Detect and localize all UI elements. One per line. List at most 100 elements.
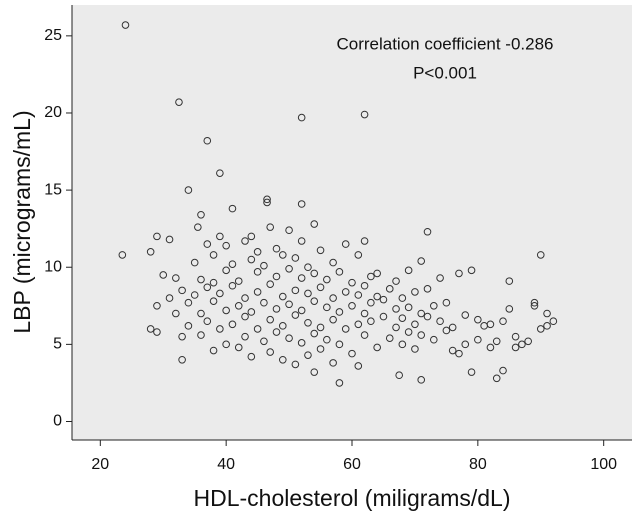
point	[543, 322, 551, 330]
point	[354, 320, 363, 329]
point	[253, 325, 262, 333]
point	[354, 362, 363, 370]
point	[474, 315, 482, 324]
point	[203, 317, 212, 326]
point	[241, 312, 249, 321]
point	[329, 294, 337, 302]
point	[455, 269, 463, 278]
y-tick-label: 25	[44, 27, 62, 44]
y-axis-label: LBP (micrograms/mL)	[9, 110, 35, 333]
point	[172, 274, 180, 282]
point	[175, 98, 183, 106]
point	[253, 268, 262, 276]
point	[272, 272, 281, 281]
point	[278, 251, 287, 259]
point	[411, 320, 419, 329]
point	[285, 226, 293, 235]
point	[297, 306, 306, 315]
point	[203, 240, 212, 248]
point	[461, 311, 470, 319]
point	[228, 320, 237, 329]
y-tick-label: 10	[44, 258, 62, 275]
point	[467, 266, 476, 275]
point	[411, 288, 419, 296]
point	[395, 371, 403, 380]
point	[234, 301, 243, 310]
point	[297, 237, 306, 245]
point	[323, 275, 331, 284]
point	[304, 289, 312, 298]
point	[423, 227, 432, 236]
point	[291, 311, 300, 319]
point	[118, 251, 127, 259]
point	[184, 322, 193, 330]
point	[197, 210, 205, 219]
point	[216, 289, 224, 298]
point	[178, 332, 186, 341]
point	[423, 312, 432, 321]
annotation: Correlation coefficient -0.286	[336, 34, 553, 53]
point	[172, 309, 180, 318]
point	[266, 223, 275, 231]
annotation: P<0.001	[413, 63, 477, 82]
point	[178, 355, 186, 364]
point	[178, 286, 186, 295]
point	[228, 260, 237, 268]
point	[499, 366, 507, 375]
point	[524, 337, 532, 346]
point	[216, 232, 224, 241]
point	[234, 277, 243, 285]
point	[354, 251, 363, 259]
point	[511, 332, 520, 341]
point	[530, 298, 539, 307]
point	[209, 297, 218, 305]
plot-area	[72, 5, 632, 440]
point	[247, 352, 256, 361]
point	[417, 376, 426, 384]
point	[329, 359, 337, 367]
point	[304, 318, 312, 327]
x-tick-label: 100	[590, 456, 617, 473]
point	[285, 264, 293, 273]
point	[417, 309, 426, 318]
point	[297, 339, 306, 347]
point	[297, 200, 306, 208]
point	[367, 298, 375, 307]
point	[197, 275, 205, 284]
point	[404, 303, 413, 312]
point	[367, 317, 375, 326]
point	[530, 301, 539, 310]
x-axis-label: HDL-cholesterol (miligrams/dL)	[194, 485, 511, 511]
point	[404, 328, 413, 336]
y-tick-label: 0	[53, 413, 62, 430]
point	[165, 235, 174, 244]
point	[304, 351, 312, 359]
point	[379, 295, 388, 304]
point	[536, 325, 545, 333]
point	[486, 320, 495, 329]
point	[329, 315, 337, 324]
point	[310, 297, 319, 305]
point	[398, 294, 407, 302]
point	[203, 283, 212, 292]
point	[316, 283, 325, 292]
point	[360, 237, 369, 245]
point	[316, 323, 325, 332]
point	[323, 335, 331, 344]
point	[360, 110, 369, 119]
point	[404, 266, 413, 275]
point	[190, 258, 199, 267]
point	[266, 315, 275, 324]
point	[272, 328, 281, 336]
point	[297, 113, 306, 122]
point	[278, 292, 287, 301]
point	[543, 309, 551, 318]
point	[247, 255, 256, 264]
point	[234, 343, 243, 352]
point	[222, 340, 230, 349]
point	[146, 325, 155, 333]
point	[209, 278, 218, 287]
point	[385, 285, 394, 293]
